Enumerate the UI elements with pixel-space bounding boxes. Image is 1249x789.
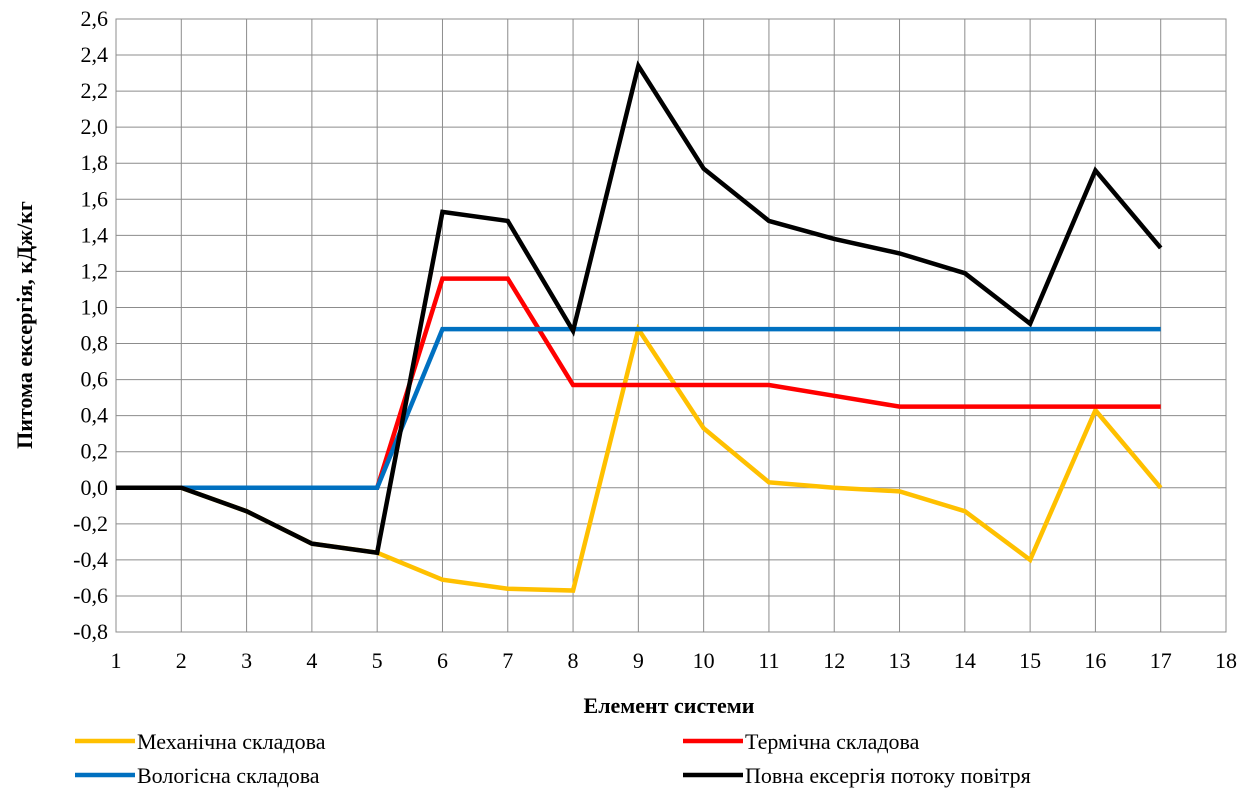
y-tick-label: -0,2 [73, 511, 108, 536]
x-tick-label: 12 [823, 648, 845, 673]
legend-item: Вологісна складова [75, 763, 320, 788]
x-tick-label: 4 [306, 648, 317, 673]
x-tick-label: 10 [693, 648, 715, 673]
x-tick-label: 14 [954, 648, 976, 673]
x-tick-label: 15 [1019, 648, 1041, 673]
y-tick-label: 0,2 [81, 439, 109, 464]
x-tick-label: 13 [889, 648, 911, 673]
x-tick-label: 17 [1150, 648, 1172, 673]
x-tick-label: 11 [758, 648, 779, 673]
legend-label: Термічна складова [745, 729, 920, 754]
x-tick-label: 3 [241, 648, 252, 673]
legend-label: Вологісна складова [137, 763, 320, 788]
y-tick-label: 2,0 [81, 114, 109, 139]
legend-item: Механічна складова [75, 729, 326, 754]
x-tick-label: 8 [568, 648, 579, 673]
y-tick-label: -0,8 [73, 619, 108, 644]
x-tick-label: 16 [1084, 648, 1106, 673]
legend: Механічна складова Термічна складова Волог… [75, 729, 1031, 788]
y-tick-label: 1,2 [81, 258, 109, 283]
x-tick-label: 5 [372, 648, 383, 673]
x-axis-title: Елемент системи [584, 693, 755, 718]
y-tick-label: 1,8 [81, 150, 109, 175]
x-axis-ticks: 1 2 3 4 5 6 7 8 9 10 11 12 13 14 15 16 17 18 [111, 648, 1238, 673]
x-tick-label: 6 [437, 648, 448, 673]
y-tick-label: 2,2 [81, 78, 109, 103]
series-line-4 [116, 60, 1163, 556]
y-tick-label: 2,6 [81, 6, 109, 31]
legend-label: Повна ексергія потоку повітря [745, 763, 1031, 788]
y-axis-ticks: -0,8 -0,6 -0,4 -0,2 0,0 0,2 0,4 0,6 0,8 1,0 1,2 1,4… [73, 6, 108, 644]
legend-label: Механічна складова [137, 729, 326, 754]
x-tick-label: 1 [111, 648, 122, 673]
grid-lines [115, 18, 1227, 633]
series-line-3 [116, 326, 1161, 491]
y-axis-title: Питома ексергія, кДж/кг [12, 201, 37, 449]
y-tick-label: 0,6 [81, 367, 109, 392]
legend-item: Повна ексергія потоку повітря [683, 763, 1031, 788]
x-tick-label: 2 [176, 648, 187, 673]
plot-border [115, 18, 1227, 633]
legend-item: Термічна складова [683, 729, 920, 754]
y-tick-label: 0,4 [81, 403, 109, 428]
y-tick-label: -0,4 [73, 547, 108, 572]
y-tick-label: 0,8 [81, 331, 109, 356]
series-layer [116, 60, 1163, 593]
y-tick-label: -0,6 [73, 583, 108, 608]
y-tick-label: 1,6 [81, 186, 109, 211]
y-tick-label: 1,0 [81, 294, 109, 319]
x-tick-label: 18 [1215, 648, 1237, 673]
y-tick-label: 1,4 [81, 222, 109, 247]
y-tick-label: 2,4 [81, 42, 109, 67]
y-tick-label: 0,0 [81, 475, 109, 500]
x-tick-label: 7 [502, 648, 513, 673]
plot-area [115, 18, 1227, 633]
x-tick-label: 9 [633, 648, 644, 673]
